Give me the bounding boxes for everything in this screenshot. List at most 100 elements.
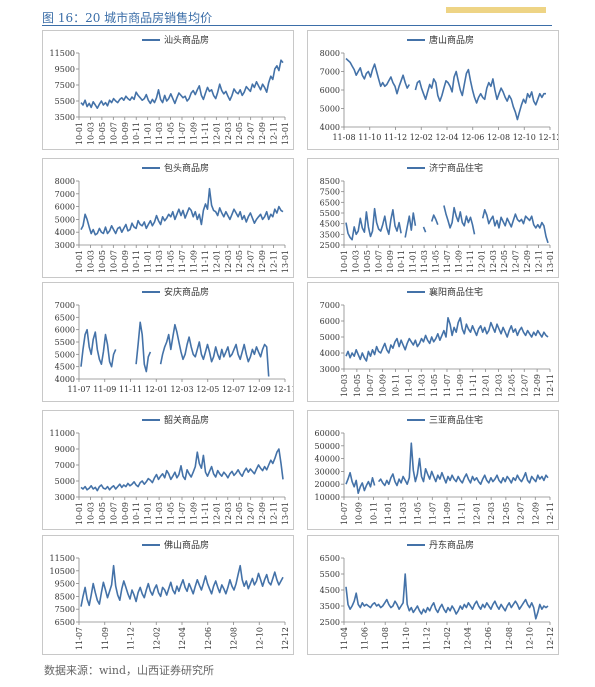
x-tick-label: 10-03 [351,250,360,273]
y-tick-label: 4500 [320,220,340,229]
series-line [345,317,549,362]
y-tick-label: 50000 [315,442,340,451]
y-tick-label: 10500 [50,567,75,576]
x-tick-label: 10-09 [121,122,130,145]
x-tick-label: 12-08 [230,627,239,650]
series-line [80,321,270,377]
x-tick-label: 10-05 [98,122,107,145]
y-tick-label: 8500 [320,177,340,186]
y-tick-label: 60000 [315,429,340,438]
legend-label: 襄阳商品住宅 [429,286,483,298]
y-tick-label: 10000 [315,493,340,502]
y-tick-label: 8000 [55,177,75,186]
y-tick-label: 4000 [320,349,340,358]
series-line [345,573,549,620]
y-tick-label: 6500 [55,313,75,322]
x-tick-label: 11-03 [155,122,164,145]
y-tick-label: 7000 [55,461,75,470]
figure-source: 数据来源：wind，山西证券研究所 [44,664,215,677]
x-tick-label: 11-01 [409,250,418,273]
x-tick-label: 12-08 [487,133,510,142]
x-tick-label: 12-01 [212,122,221,145]
y-tick-label: 5000 [55,215,75,224]
x-tick-label: 11-04 [340,627,349,650]
header-band-art [446,7,546,13]
x-tick-label: 12-04 [464,627,473,650]
x-tick-label: 12-06 [484,627,493,650]
x-tick-label: 11-05 [167,502,176,525]
x-tick-label: 10-09 [121,502,130,525]
x-tick-label: 12-03 [487,502,496,525]
x-tick-label: 12-02 [152,627,161,650]
x-tick-label: 11-06 [361,627,370,650]
x-tick-label: 11-09 [189,250,198,273]
series-line [345,57,546,121]
x-tick-label: 12-02 [443,627,452,650]
x-tick-label: 11-11 [458,502,467,525]
series-line [345,442,549,494]
chart-panel: 襄阳商品住宅 3000 4000 5000 6000 7000 10-03 10-05 10-0… [307,282,559,402]
x-tick-label: 12-11 [535,250,544,273]
y-tick-label: 5000 [55,350,75,359]
legend-label: 三亚商品住宅 [429,414,483,426]
x-tick-label: 10-07 [366,374,375,397]
x-tick-label: 11-07 [178,122,187,145]
x-tick-label: 10-11 [132,122,141,145]
x-tick-label: 11-11 [466,250,475,273]
y-tick-label: 40000 [315,455,340,464]
x-tick-label: 11-07 [443,374,452,397]
x-tick-label: 11-03 [155,502,164,525]
x-tick-label: 12-09 [533,374,542,397]
chart-svg: 丹东商品房 2500 3500 4500 5500 6500 11-04 11-06 11-08… [320,539,555,650]
x-tick-label: 10-07 [109,502,118,525]
y-tick-label: 9000 [55,445,75,454]
x-tick-label: 11-01 [404,374,413,397]
y-tick-label: 4000 [55,375,75,384]
x-tick-label: 10-07 [109,122,118,145]
chart-panel: 安庆商品房 4000 4500 5000 5500 6000 6500 7000 11-07 11… [42,282,297,402]
y-tick-label: 7500 [320,188,340,197]
x-tick-label: 12-04 [178,627,187,650]
x-tick-label: 10-01 [340,250,349,273]
chart-svg: 三亚商品住宅 10000 20000 30000 40000 50000 60000 10-0… [315,414,555,525]
x-tick-label: 12-07 [222,385,245,394]
x-tick-label: 12-11 [270,122,279,145]
x-tick-label: 12-09 [258,122,267,145]
x-tick-label: 10-03 [86,122,95,145]
y-tick-label: 6000 [320,317,340,326]
x-tick-label: 11-11 [469,374,478,397]
x-tick-label: 11-05 [167,122,176,145]
x-tick-label: 10-11 [132,502,141,525]
x-tick-label: 11-01 [144,502,153,525]
x-tick-label: 11-01 [144,250,153,273]
series-line [80,564,284,607]
x-tick-label: 12-07 [247,250,256,273]
x-tick-label: 11-12 [127,627,136,650]
x-tick-label: 11-03 [417,374,426,397]
y-tick-label: 5000 [320,105,340,114]
legend-label: 汕头商品房 [164,34,209,46]
legend-label: 韶关商品房 [164,414,209,426]
y-tick-label: 11000 [50,429,75,438]
y-tick-label: 4000 [55,228,75,237]
y-tick-label: 5500 [55,97,75,106]
y-tick-label: 9500 [55,65,75,74]
y-tick-label: 3500 [55,113,75,122]
y-tick-label: 3500 [320,230,340,239]
x-tick-label: 11-07 [443,250,452,273]
x-tick-label: 10-05 [353,374,362,397]
x-tick-label: 10-09 [355,502,364,525]
x-tick-label: 10-01 [75,122,84,145]
x-tick-label: 11-09 [454,250,463,273]
x-tick-label: 11-09 [101,627,110,650]
y-tick-label: 2500 [320,241,340,250]
x-tick-label: 12-12 [538,133,558,142]
x-tick-label: 11-09 [456,374,465,397]
x-tick-label: 10-11 [132,250,141,273]
x-tick-label: 12-05 [235,502,244,525]
x-tick-label: 11-05 [167,250,176,273]
x-tick-label: 11-08 [381,627,390,650]
